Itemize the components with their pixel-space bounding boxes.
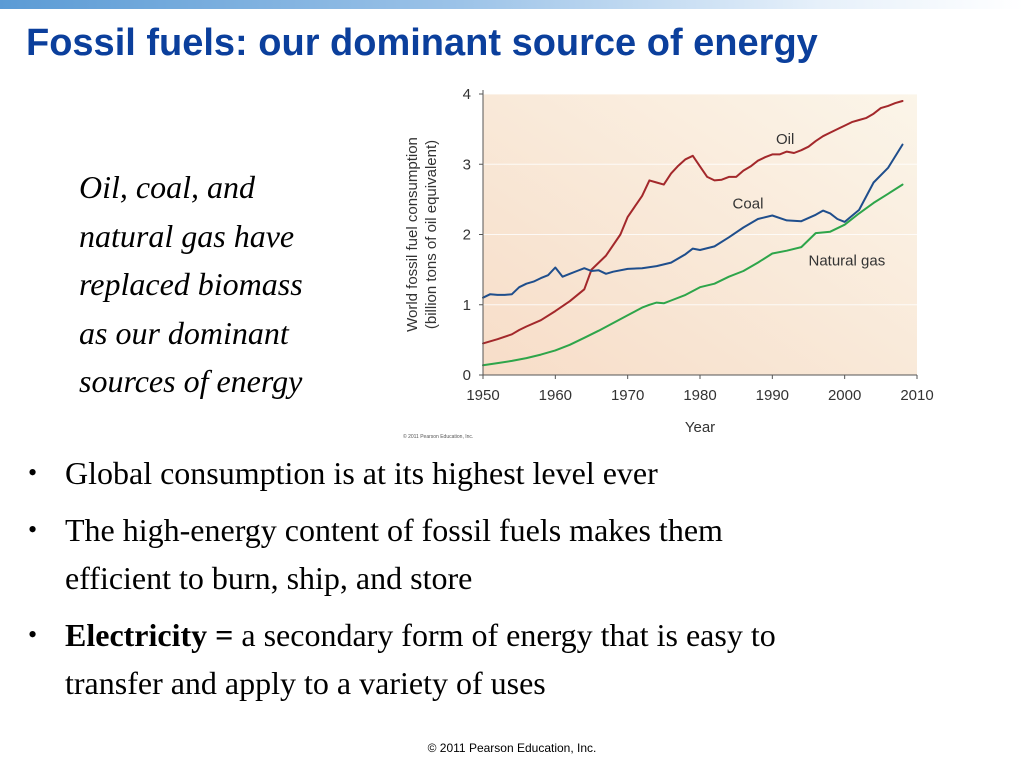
x-tick-label: 1970 xyxy=(611,387,644,404)
definition-text: a secondary form of energy that is easy … xyxy=(241,616,776,653)
x-axis-title: Year xyxy=(685,419,715,436)
chart-copyright: © 2011 Pearson Education, Inc. xyxy=(403,433,473,440)
bullet-text: Electricity = a secondary form of energy… xyxy=(65,611,988,660)
bullet-item: • Global consumption is at its highest l… xyxy=(28,449,988,498)
series-layer xyxy=(482,100,904,367)
slide-title: Fossil fuels: our dominant source of ene… xyxy=(26,22,818,64)
chart-caption: Oil, coal, and natural gas have replaced… xyxy=(79,163,379,406)
bullet-text: transfer and apply to a variety of uses xyxy=(65,665,546,701)
bullet-text: efficient to burn, ship, and store xyxy=(65,560,473,596)
bullet-list: • Global consumption is at its highest l… xyxy=(28,449,988,716)
series-line-oil xyxy=(482,100,904,345)
y-grid xyxy=(483,93,917,306)
bullet-icon: • xyxy=(28,458,38,487)
series-label-coal: Coal xyxy=(733,196,764,213)
bullet-icon: • xyxy=(28,514,38,544)
y-tick-label: 2 xyxy=(463,227,471,244)
caption-line: as our dominant xyxy=(79,314,289,351)
bullet-text: Global consumption is at its highest lev… xyxy=(65,455,658,491)
copyright-footer: © 2011 Pearson Education, Inc. xyxy=(427,741,597,755)
y-tick-label: 4 xyxy=(463,86,471,103)
term-electricity: Electricity = xyxy=(65,616,242,653)
y-axis-title-line: (billion tons of oil equivalent) xyxy=(423,140,440,329)
x-tick-label: 1990 xyxy=(756,387,789,404)
caption-line: replaced biomass xyxy=(79,266,303,302)
bullet-text: The high-energy content of fossil fuels … xyxy=(65,511,723,548)
x-tick-label: 1960 xyxy=(539,387,572,404)
y-tick-label: 3 xyxy=(463,156,471,173)
series-line-natural-gas xyxy=(482,183,904,367)
x-tick-label: 1980 xyxy=(683,387,716,404)
bullet-item: • The high-energy content of fossil fuel… xyxy=(28,506,988,603)
caption-line: Oil, coal, and xyxy=(79,169,255,205)
series-label-natural-gas: Natural gas xyxy=(809,252,886,269)
bullet-item: • Electricity = a secondary form of ener… xyxy=(28,611,988,708)
labels: Year World fossil fuel consumption (billio… xyxy=(403,131,885,440)
y-tick-label: 0 xyxy=(463,367,471,384)
x-tick-label: 2010 xyxy=(900,387,933,404)
bullet-icon: • xyxy=(28,619,38,649)
caption-line: sources of energy xyxy=(79,363,303,399)
x-tick-label: 2000 xyxy=(828,387,861,404)
top-accent-bar xyxy=(0,0,1024,9)
y-axis-title-line: World fossil fuel consumption xyxy=(404,137,421,332)
series-line-coal xyxy=(482,143,904,299)
series-label-oil: Oil xyxy=(776,131,794,148)
fossil-fuel-consumption-chart: 0 1 2 3 4 1950 1960 1970 1980 1990 2000 2010 Year Wo… xyxy=(403,86,934,440)
axes: 0 1 2 3 4 1950 1960 1970 1980 1990 2000 2010 xyxy=(463,86,934,404)
x-tick-label: 1950 xyxy=(466,387,499,404)
caption-line: natural gas have xyxy=(79,217,295,254)
y-tick-label: 1 xyxy=(463,297,471,314)
